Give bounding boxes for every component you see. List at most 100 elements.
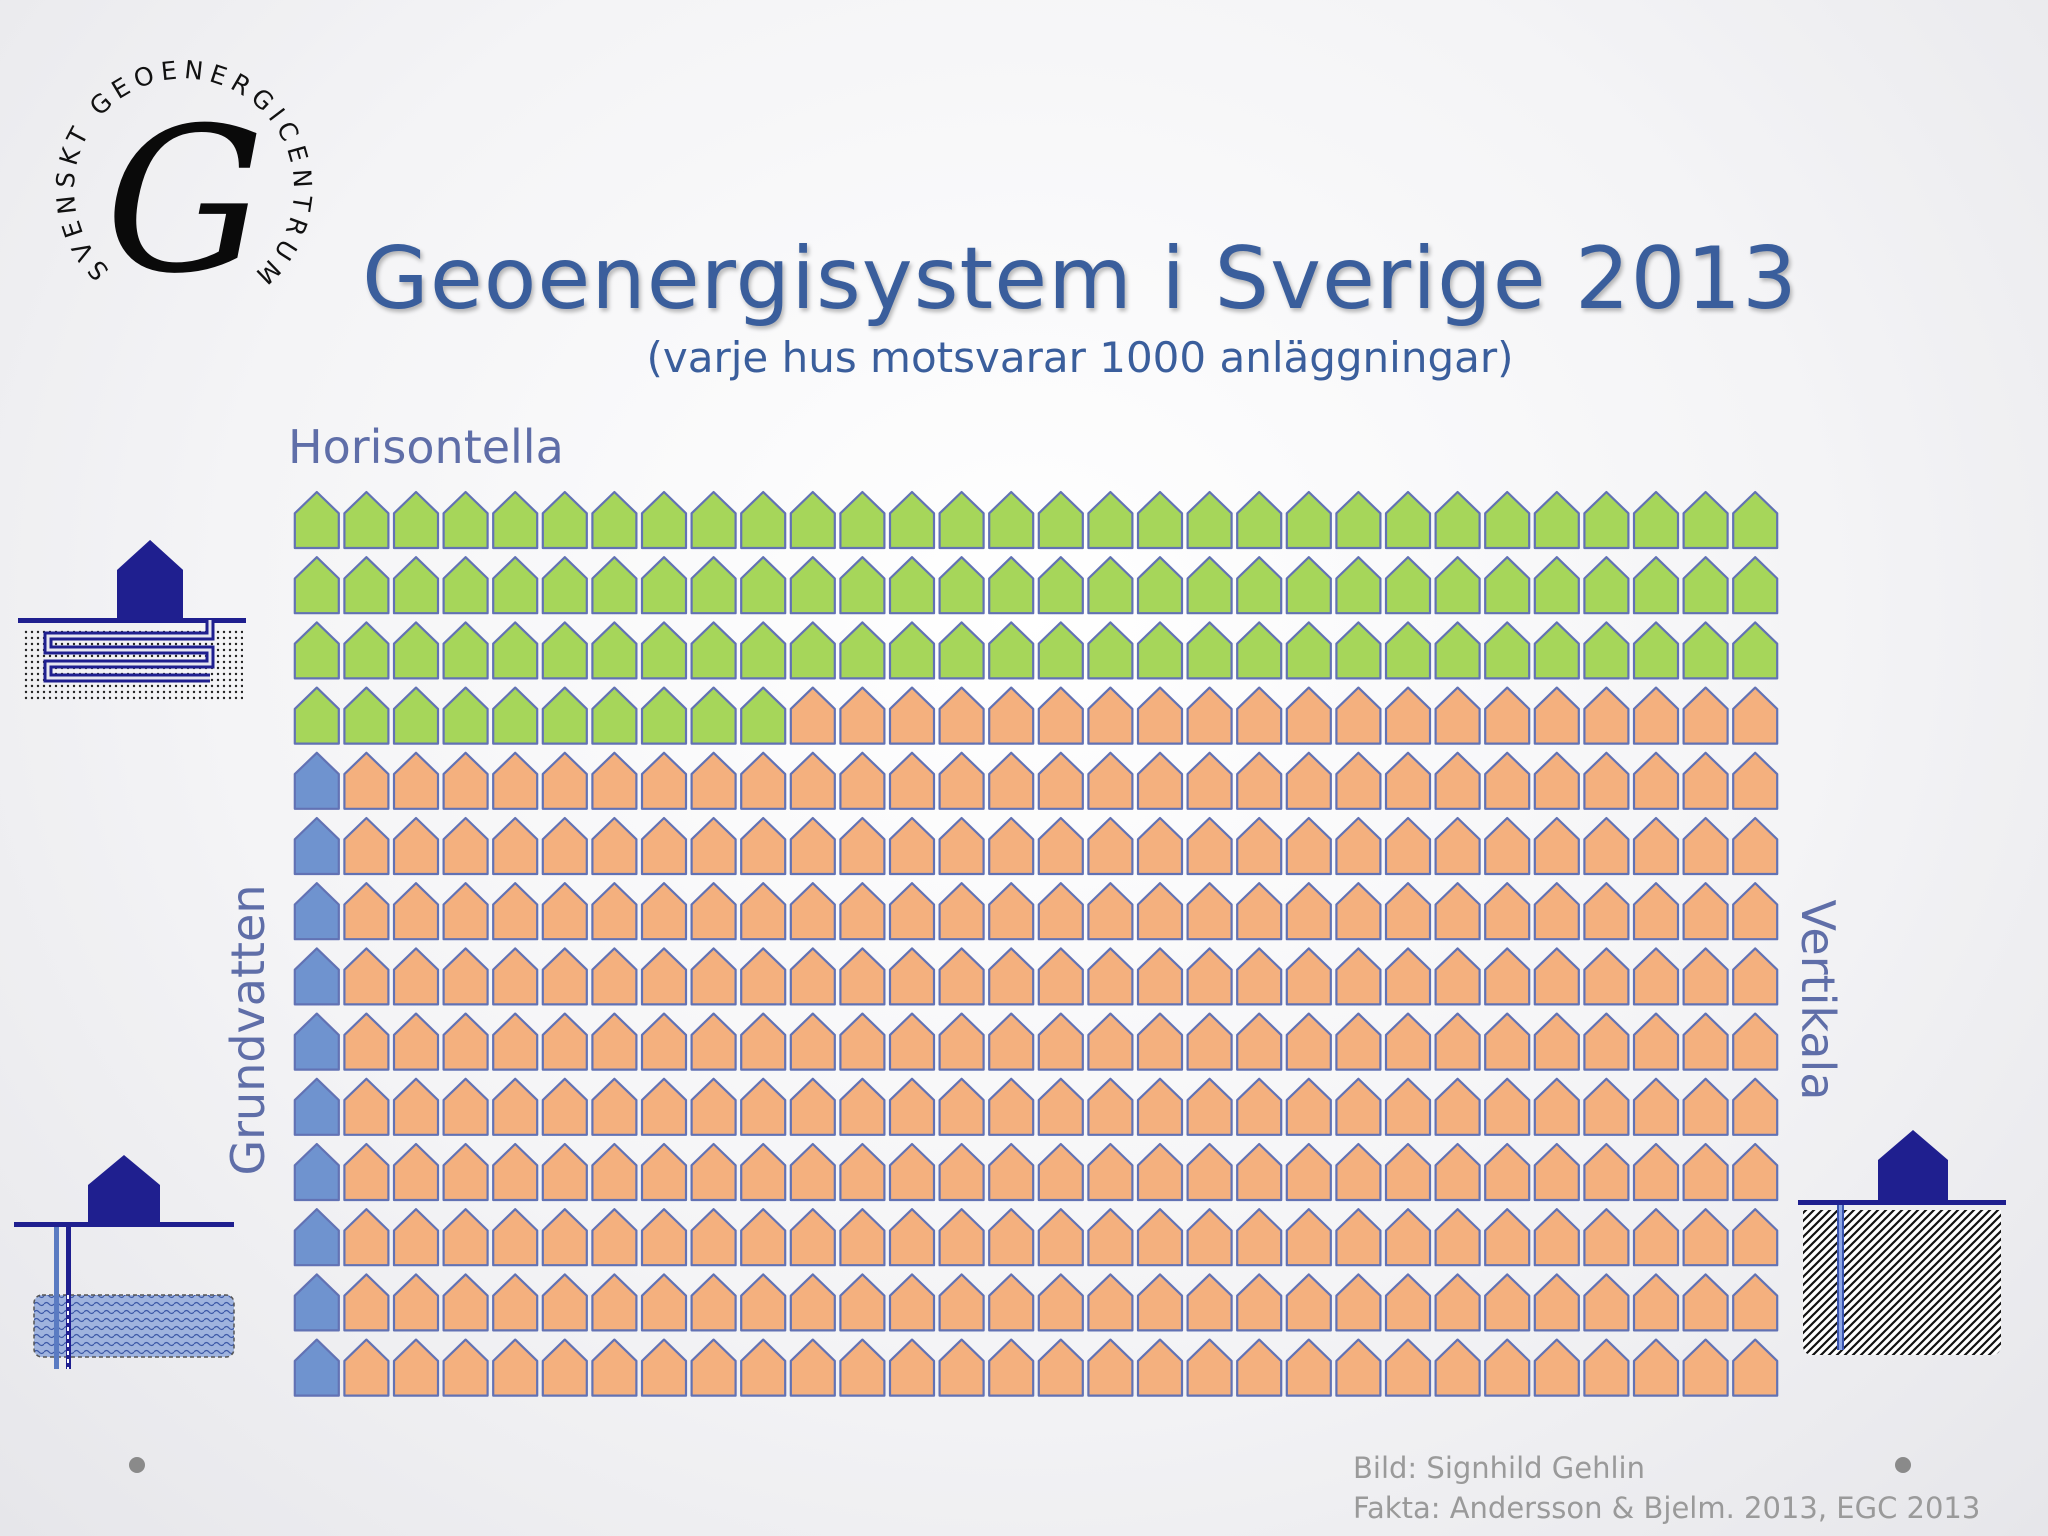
house-vertikala bbox=[492, 1273, 539, 1332]
house-vertikala bbox=[640, 816, 688, 876]
house-vertikala bbox=[343, 1142, 390, 1202]
chart-title: Geoenergisystem i Sverige 2013 bbox=[362, 229, 1798, 329]
house-horisontella bbox=[690, 686, 737, 745]
house-vertikala bbox=[690, 1208, 737, 1267]
house-horisontella bbox=[1236, 490, 1283, 550]
house-vertikala bbox=[1732, 882, 1779, 941]
house-vertikala bbox=[839, 751, 886, 810]
house-horisontella bbox=[1335, 490, 1382, 550]
house-vertikala bbox=[1583, 947, 1630, 1006]
house-vertikala bbox=[690, 1012, 737, 1071]
house-vertikala bbox=[1186, 1273, 1233, 1332]
house-horisontella bbox=[591, 686, 638, 745]
house-vertikala bbox=[740, 882, 787, 941]
house-vertikala bbox=[789, 947, 836, 1006]
house-vertikala bbox=[938, 1077, 985, 1136]
house-horisontella bbox=[1037, 621, 1084, 680]
house-vertikala bbox=[740, 1077, 787, 1136]
house-vertikala bbox=[343, 1012, 390, 1071]
house-horisontella bbox=[293, 621, 340, 680]
house-vertikala bbox=[888, 1208, 936, 1267]
house-vertikala bbox=[1236, 751, 1283, 810]
house-vertikala bbox=[591, 1012, 638, 1071]
house-horisontella bbox=[1285, 490, 1332, 550]
house-vertikala bbox=[1037, 1077, 1084, 1136]
house-vertikala bbox=[888, 947, 936, 1006]
house-vertikala bbox=[1186, 1077, 1233, 1136]
house-vertikala bbox=[392, 1273, 440, 1332]
house-vertikala bbox=[1732, 1077, 1779, 1136]
house-vertikala bbox=[1484, 882, 1531, 941]
house-horisontella bbox=[1384, 556, 1432, 615]
house-vertikala bbox=[938, 882, 985, 941]
house-vertikala bbox=[1583, 816, 1630, 876]
house-vertikala bbox=[1434, 882, 1481, 941]
house-vertikala bbox=[1632, 1338, 1680, 1397]
house-vertikala bbox=[640, 1142, 688, 1202]
house-vertikala bbox=[1732, 686, 1779, 745]
house-vertikala bbox=[690, 1077, 737, 1136]
house-vertikala bbox=[740, 1208, 787, 1267]
house-vertikala bbox=[591, 1142, 638, 1202]
house-horisontella bbox=[789, 490, 836, 550]
house-vertikala bbox=[343, 1273, 390, 1332]
house-horisontella bbox=[293, 556, 340, 615]
house-vertikala bbox=[1186, 1012, 1233, 1071]
house-horisontella bbox=[541, 686, 588, 745]
house-vertikala bbox=[1136, 1273, 1184, 1332]
house-vertikala bbox=[740, 1012, 787, 1071]
house-vertikala bbox=[541, 1142, 588, 1202]
house-vertikala bbox=[1335, 1077, 1382, 1136]
house-horisontella bbox=[1484, 490, 1531, 550]
house-vertikala bbox=[640, 1338, 688, 1397]
house-vertikala bbox=[888, 1338, 936, 1397]
house-vertikala bbox=[1136, 1338, 1184, 1397]
house-horisontella bbox=[1285, 556, 1332, 615]
slide-bullet-left bbox=[129, 1457, 145, 1473]
house-vertikala bbox=[392, 1142, 440, 1202]
house-vertikala bbox=[1732, 1012, 1779, 1071]
house-vertikala bbox=[938, 816, 985, 876]
house-vertikala bbox=[1732, 1273, 1779, 1332]
house-vertikala bbox=[343, 1208, 390, 1267]
house-horisontella bbox=[392, 490, 440, 550]
house-vertikala bbox=[988, 751, 1035, 810]
house-vertikala bbox=[1682, 947, 1729, 1006]
house-vertikala bbox=[1632, 1077, 1680, 1136]
house-vertikala bbox=[938, 686, 985, 745]
house-vertikala bbox=[1434, 947, 1481, 1006]
house-vertikala bbox=[1037, 1012, 1084, 1071]
category-label-vertikala: Vertikala bbox=[1791, 899, 1845, 1101]
house-horisontella bbox=[492, 490, 539, 550]
house-horisontella bbox=[392, 556, 440, 615]
house-vertikala bbox=[640, 1273, 688, 1332]
house-vertikala bbox=[1087, 882, 1134, 941]
house-grundvatten bbox=[293, 1077, 340, 1136]
house-vertikala bbox=[1484, 686, 1531, 745]
house-vertikala bbox=[1484, 1273, 1531, 1332]
house-vertikala bbox=[1186, 1338, 1233, 1397]
house-horisontella bbox=[1136, 556, 1184, 615]
house-vertikala bbox=[591, 751, 638, 810]
house-horisontella bbox=[1335, 556, 1382, 615]
house-horisontella bbox=[690, 490, 737, 550]
house-grundvatten bbox=[293, 1208, 340, 1267]
house-horisontella bbox=[293, 490, 340, 550]
house-vertikala bbox=[1384, 686, 1432, 745]
horizontal-collector-illustration-icon bbox=[18, 540, 246, 700]
house-vertikala bbox=[442, 1208, 489, 1267]
house-horisontella bbox=[343, 490, 390, 550]
house-vertikala bbox=[343, 1077, 390, 1136]
house-vertikala bbox=[690, 882, 737, 941]
house-vertikala bbox=[938, 1012, 985, 1071]
house-horisontella bbox=[1632, 490, 1680, 550]
house-vertikala bbox=[1732, 1338, 1779, 1397]
house-vertikala bbox=[1533, 816, 1580, 876]
house-vertikala bbox=[1732, 751, 1779, 810]
house-horisontella bbox=[988, 490, 1035, 550]
house-vertikala bbox=[1434, 686, 1481, 745]
house-horisontella bbox=[541, 621, 588, 680]
house-horisontella bbox=[640, 490, 688, 550]
house-vertikala bbox=[1285, 882, 1332, 941]
house-vertikala bbox=[789, 1077, 836, 1136]
